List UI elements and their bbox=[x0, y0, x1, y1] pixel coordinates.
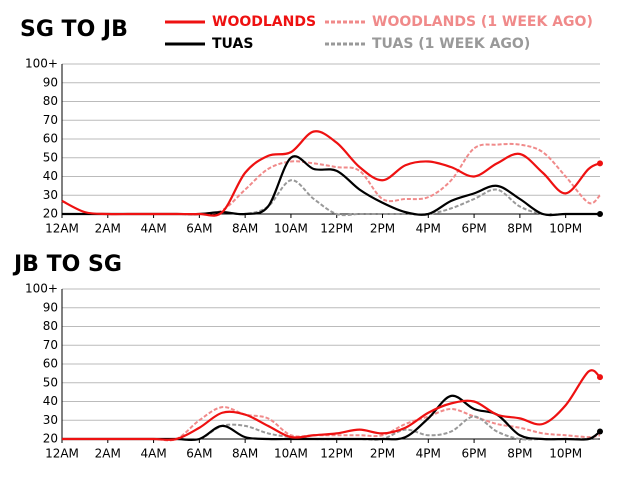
x-tick-label: 10AM bbox=[274, 222, 308, 236]
y-tick-label: 50 bbox=[43, 375, 58, 389]
y-tick-label: 40 bbox=[43, 169, 58, 183]
y-tick-label: 100+ bbox=[25, 57, 58, 71]
x-tick-label: 2PM bbox=[370, 222, 395, 236]
y-tick-label: 80 bbox=[43, 94, 58, 108]
x-tick-label: 4PM bbox=[416, 222, 441, 236]
y-tick-label: 60 bbox=[43, 357, 58, 371]
y-tick-label: 90 bbox=[43, 75, 58, 89]
x-tick-label: 6PM bbox=[461, 447, 486, 461]
x-tick-label: 4PM bbox=[416, 447, 441, 461]
x-tick-label: 12AM bbox=[45, 447, 79, 461]
x-tick-label: 6PM bbox=[461, 222, 486, 236]
y-tick-label: 70 bbox=[43, 113, 58, 127]
legend-label: WOODLANDS (1 WEEK AGO) bbox=[372, 14, 593, 30]
x-tick-label: 10PM bbox=[549, 222, 582, 236]
y-tick-label: 60 bbox=[43, 132, 58, 146]
y-tick-label: 40 bbox=[43, 394, 58, 408]
end-dot bbox=[597, 428, 603, 435]
y-tick-label: 90 bbox=[43, 300, 58, 314]
legend-label: TUAS bbox=[212, 36, 253, 52]
y-tick-label: 30 bbox=[43, 188, 58, 202]
y-tick-label: 50 bbox=[43, 150, 58, 164]
end-dot bbox=[597, 160, 603, 167]
end-dot bbox=[597, 211, 603, 217]
chart-title: JB TO SG bbox=[12, 252, 122, 277]
x-tick-label: 10AM bbox=[274, 447, 308, 461]
y-tick-label: 100+ bbox=[25, 282, 58, 296]
chart-title: SG TO JB bbox=[20, 17, 128, 42]
y-tick-label: 20 bbox=[43, 207, 58, 221]
y-tick-label: 70 bbox=[43, 338, 58, 352]
x-tick-label: 4AM bbox=[140, 447, 166, 461]
x-tick-label: 2PM bbox=[370, 447, 395, 461]
x-tick-label: 10PM bbox=[549, 447, 582, 461]
x-tick-label: 8AM bbox=[232, 447, 258, 461]
x-tick-label: 8PM bbox=[507, 222, 532, 236]
x-tick-label: 2AM bbox=[95, 222, 121, 236]
end-dot bbox=[597, 374, 603, 381]
y-tick-label: 80 bbox=[43, 319, 58, 333]
x-tick-label: 12AM bbox=[45, 222, 79, 236]
legend-label: WOODLANDS bbox=[212, 14, 316, 30]
x-tick-label: 4AM bbox=[140, 222, 166, 236]
x-tick-label: 8AM bbox=[232, 222, 258, 236]
series-line bbox=[62, 369, 601, 441]
legend-label: TUAS (1 WEEK AGO) bbox=[372, 36, 530, 52]
x-tick-label: 6AM bbox=[186, 222, 212, 236]
y-tick-label: 30 bbox=[43, 413, 58, 427]
y-tick-label: 20 bbox=[43, 432, 58, 446]
series-line bbox=[61, 130, 601, 217]
x-tick-label: 12PM bbox=[320, 222, 353, 236]
x-tick-label: 8PM bbox=[507, 447, 532, 461]
x-tick-label: 12PM bbox=[320, 447, 353, 461]
x-tick-label: 6AM bbox=[186, 447, 212, 461]
x-tick-label: 2AM bbox=[95, 447, 121, 461]
